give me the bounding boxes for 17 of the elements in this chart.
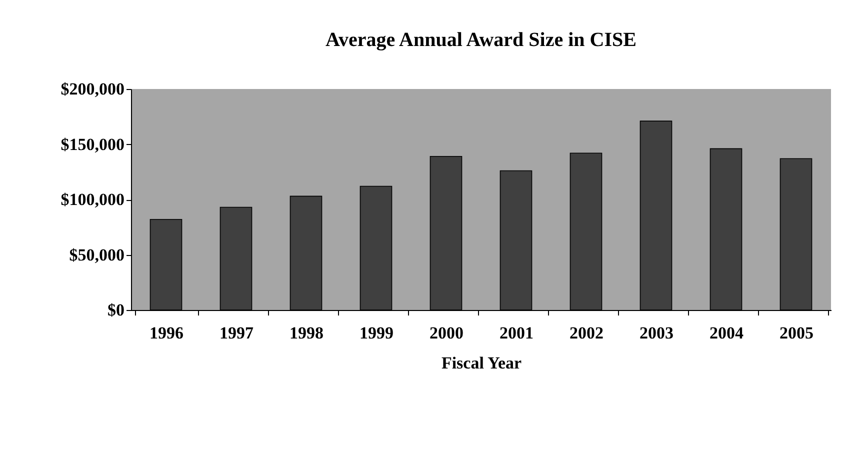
x-axis-title: Fiscal Year <box>441 354 522 372</box>
y-tick-label: $0 <box>108 300 124 320</box>
x-tick-label: 1997 <box>220 324 254 342</box>
x-tick-label: 2001 <box>500 324 534 342</box>
x-tick-label: 2004 <box>710 324 744 342</box>
y-tick-label: $200,000 <box>60 80 124 98</box>
y-tick-label: $100,000 <box>60 190 124 209</box>
y-tick-label: $150,000 <box>60 134 124 154</box>
x-tick-label: 2005 <box>780 324 814 342</box>
x-tick-label: 1998 <box>290 324 324 342</box>
x-tick-label: 1996 <box>150 324 184 342</box>
x-tick-label: 2002 <box>570 324 604 342</box>
y-tick-label: $50,000 <box>69 245 124 264</box>
x-tick-label: 1999 <box>360 324 394 342</box>
x-tick-label: 2000 <box>430 324 464 342</box>
chart-title: Average Annual Award Size in CISE <box>326 29 636 51</box>
x-tick-label: 2003 <box>640 324 674 342</box>
